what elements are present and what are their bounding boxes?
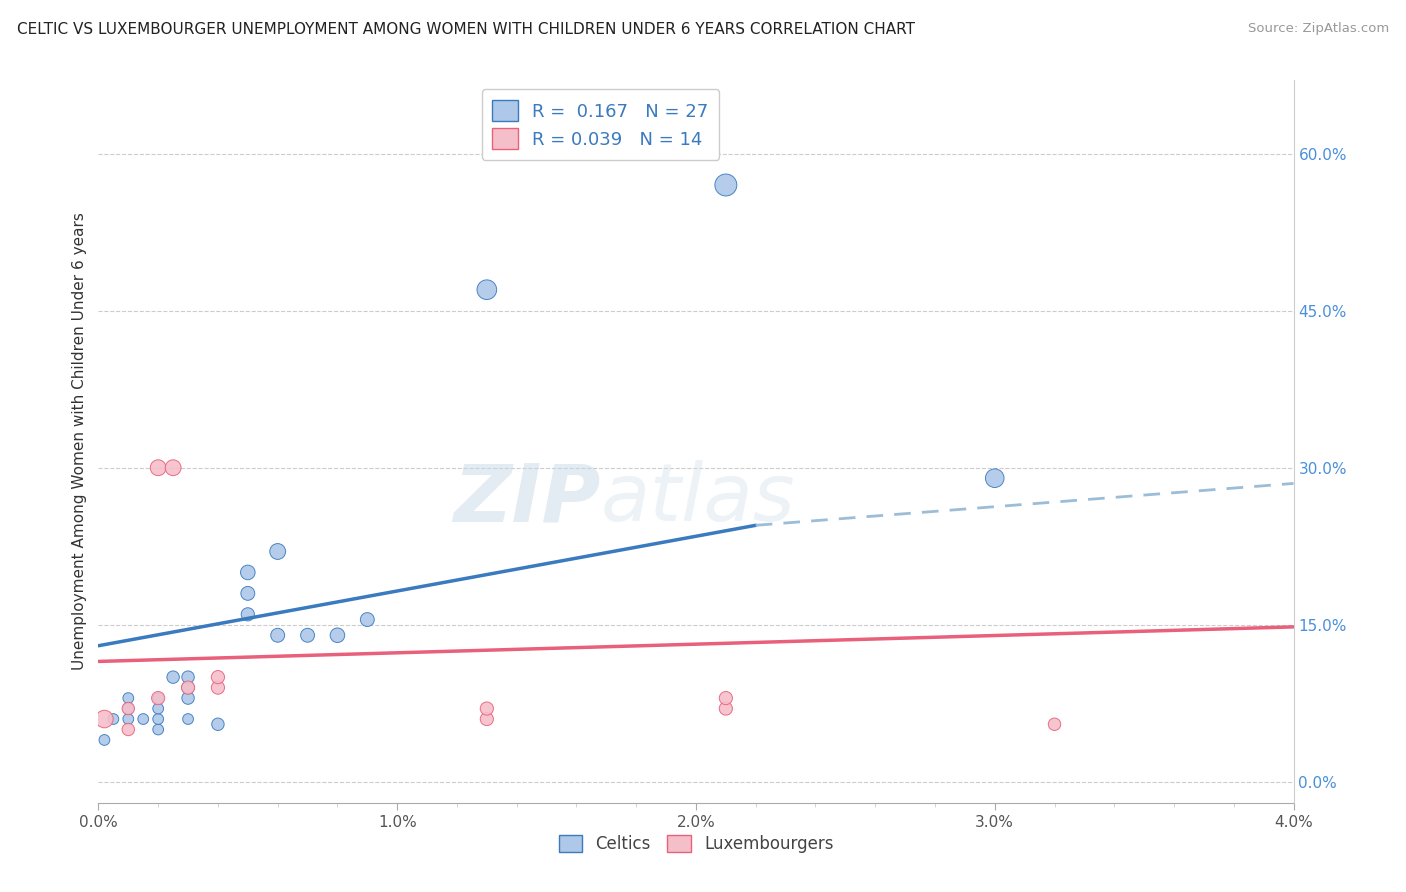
Point (984, 471, 1007, 485)
Point (1043, 717, 1066, 731)
Point (236, 607, 259, 622)
Point (117, 723, 139, 737)
Point (177, 691, 200, 706)
Point (148, 460, 170, 475)
Point (356, 613, 378, 627)
Point (132, 712, 155, 726)
Point (148, 723, 170, 737)
Point (236, 586, 259, 600)
Point (117, 691, 139, 706)
Point (162, 670, 184, 684)
Point (177, 712, 200, 726)
Point (148, 701, 170, 715)
Point (207, 681, 229, 695)
Point (326, 628, 349, 642)
Text: atlas: atlas (600, 460, 796, 539)
Point (714, 178, 737, 192)
Point (148, 712, 170, 726)
Point (162, 460, 184, 475)
Point (297, 628, 319, 642)
Point (117, 701, 139, 715)
Point (475, 283, 498, 297)
Text: CELTIC VS LUXEMBOURGER UNEMPLOYMENT AMONG WOMEN WITH CHILDREN UNDER 6 YEARS CORR: CELTIC VS LUXEMBOURGER UNEMPLOYMENT AMON… (17, 22, 915, 37)
Point (103, 712, 125, 726)
Point (714, 691, 737, 706)
Point (93, 712, 115, 726)
Point (148, 691, 170, 706)
Y-axis label: Unemployment Among Women with Children Under 6 years: Unemployment Among Women with Children U… (72, 212, 87, 671)
Point (148, 691, 170, 706)
Point (267, 628, 290, 642)
Point (475, 701, 498, 715)
Point (267, 544, 290, 558)
Point (177, 681, 200, 695)
Point (475, 712, 498, 726)
Point (117, 712, 139, 726)
Point (207, 670, 229, 684)
Point (93, 733, 115, 747)
Point (207, 717, 229, 731)
Legend: Celtics, Luxembourgers: Celtics, Luxembourgers (553, 828, 839, 860)
Point (117, 701, 139, 715)
Point (714, 701, 737, 715)
Point (236, 566, 259, 580)
Text: Source: ZipAtlas.com: Source: ZipAtlas.com (1249, 22, 1389, 36)
Text: ZIP: ZIP (453, 460, 600, 539)
Point (177, 681, 200, 695)
Point (177, 670, 200, 684)
